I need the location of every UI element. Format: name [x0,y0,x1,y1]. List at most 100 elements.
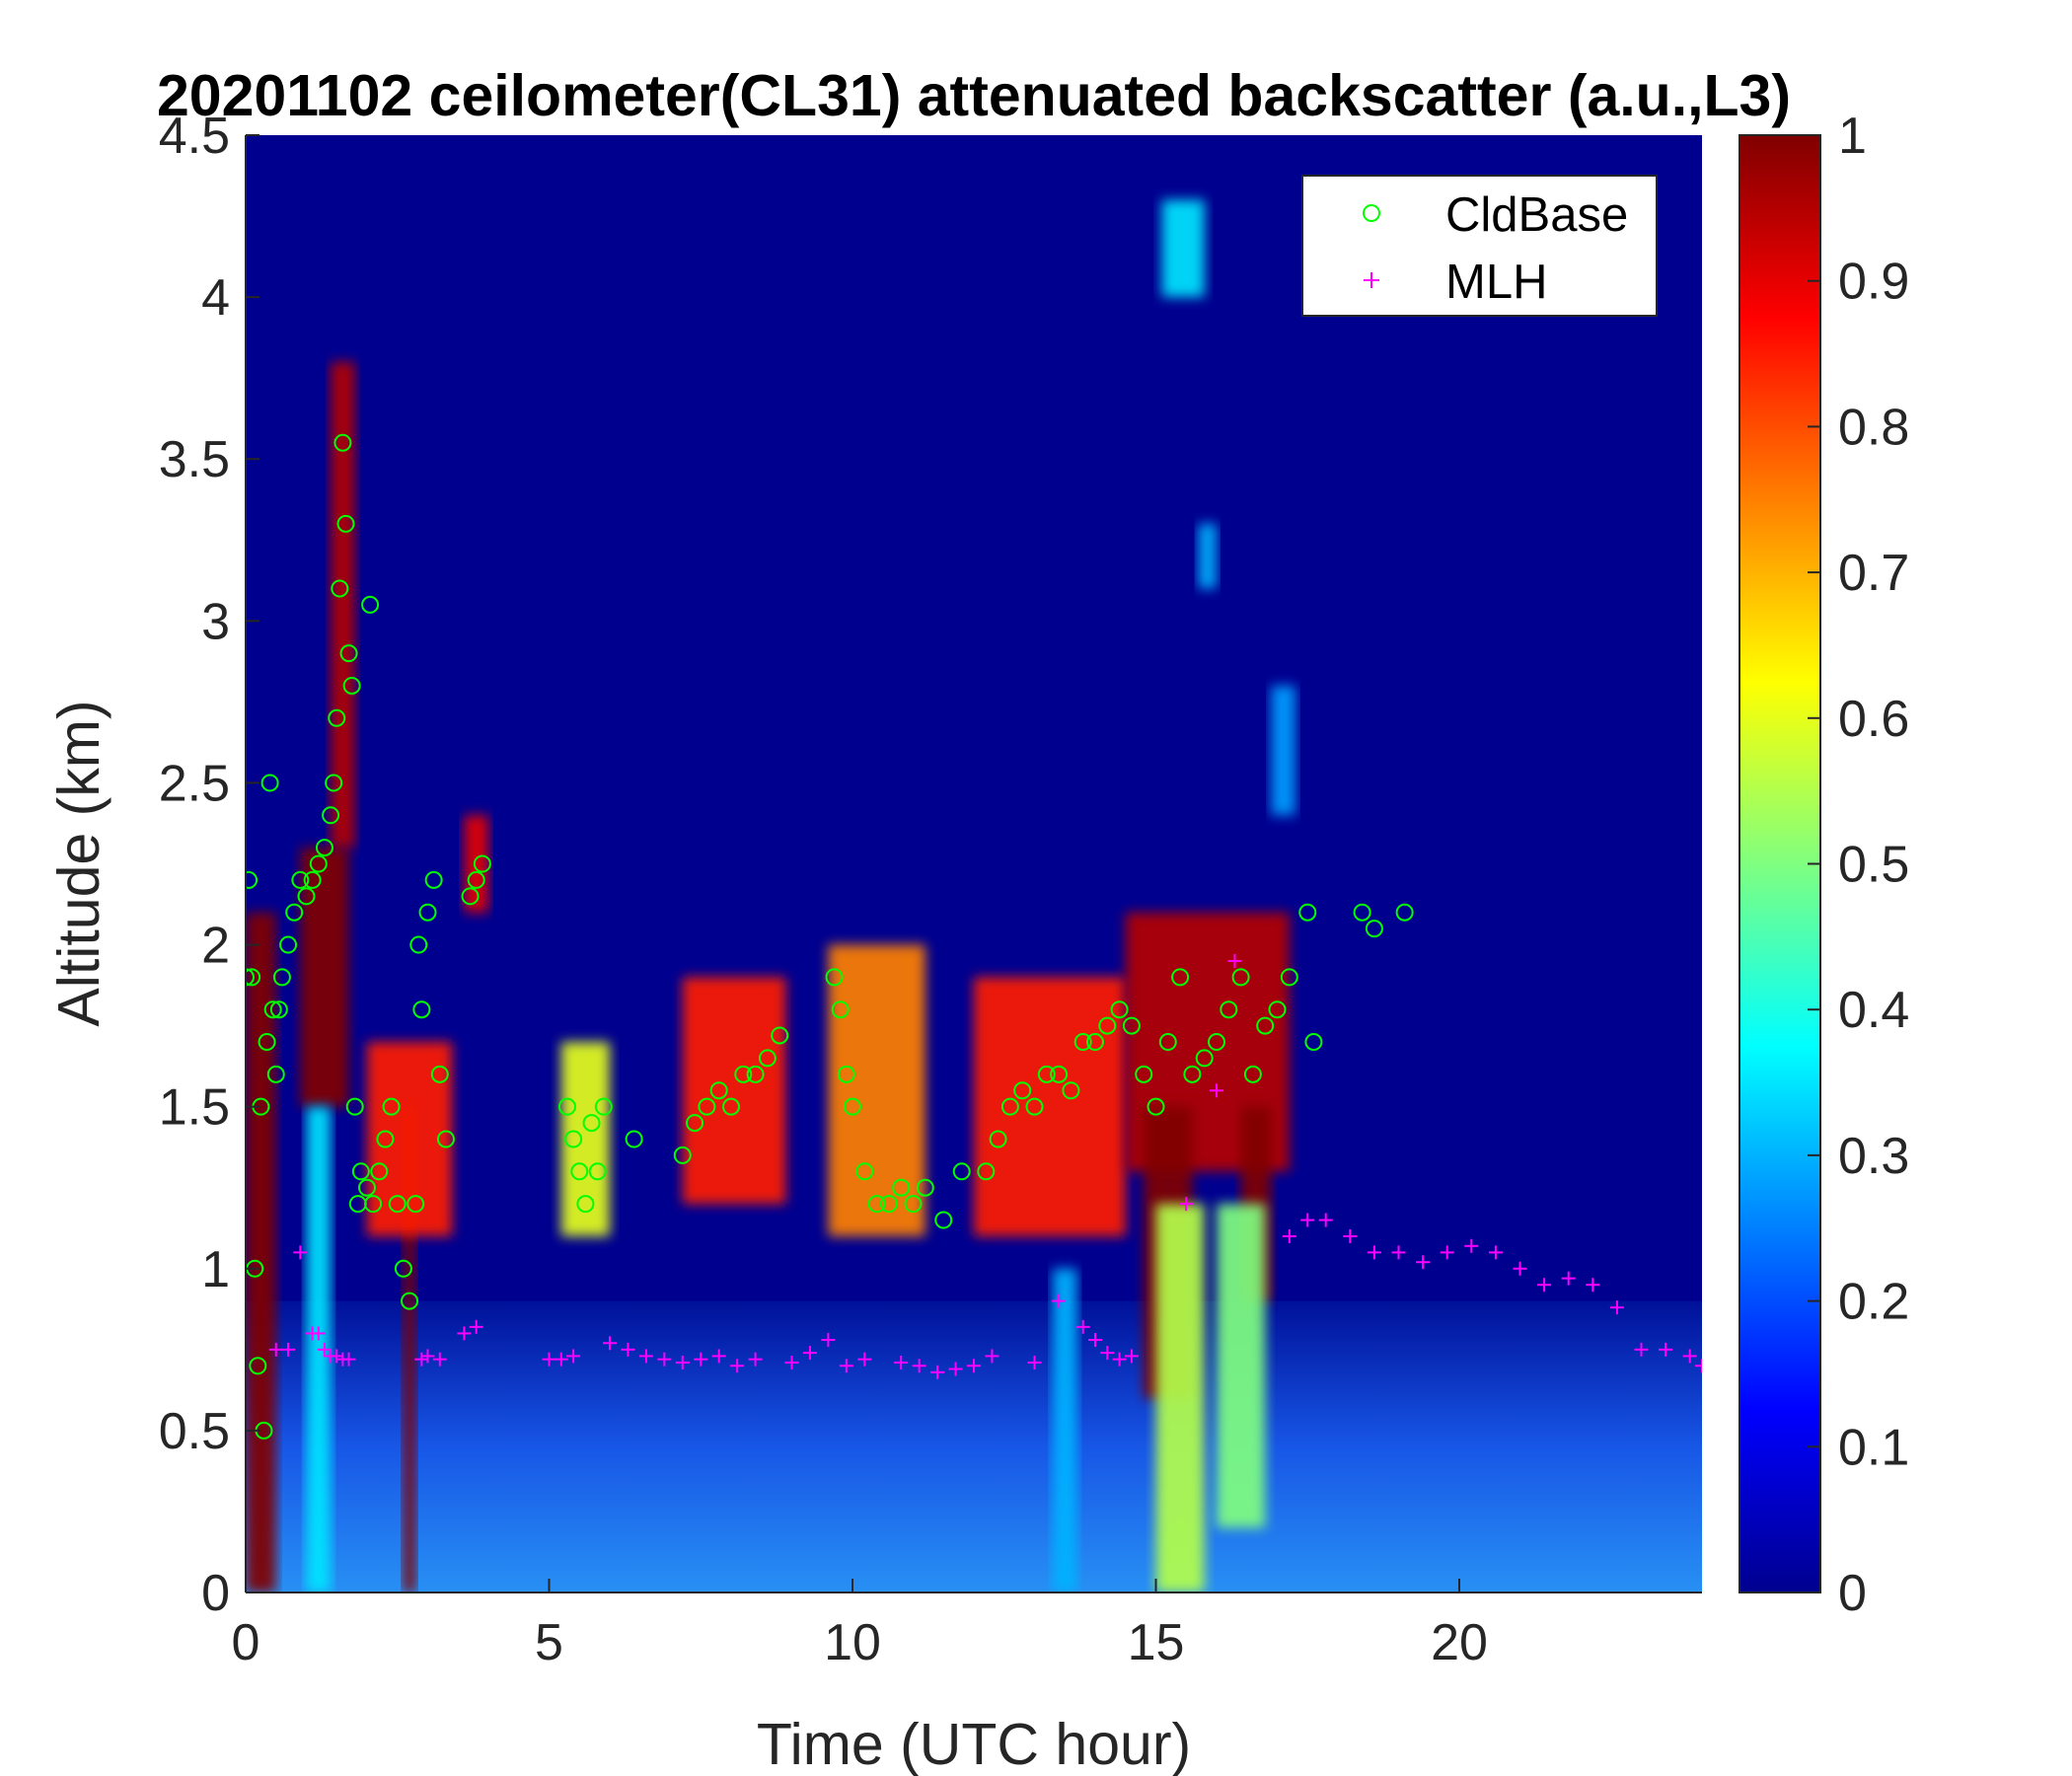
cldbase-point [1122,1016,1141,1035]
cldbase-point [331,579,349,598]
mlh-point [414,1352,429,1367]
cldbase-point [1025,1097,1044,1116]
mlh-point [1609,1300,1624,1315]
cldbase-point [576,1195,595,1214]
heatmap-cell [464,815,488,913]
cldbase-point [309,854,328,873]
heatmap-cell [682,977,786,1205]
mlh-point [317,1342,332,1357]
mlh-point [311,1326,326,1341]
mlh-point [1282,1228,1296,1243]
cldbase-point [1171,968,1190,987]
y-tick-label: 4.5 [159,108,230,165]
cldbase-point [844,1097,861,1116]
cldbase-point [394,1259,412,1278]
y-tick-label: 4 [201,269,230,327]
mlh-point [711,1349,726,1364]
cldbase-point [322,806,340,825]
cldbase-point [249,1357,267,1375]
cldbase-point [336,514,355,533]
heatmap-cell [828,944,925,1236]
cldbase-point [1086,1033,1104,1052]
cldbase-point [825,968,844,987]
heatmap-cell [1271,685,1295,816]
colorbar-tick-label: 0.8 [1838,399,1909,456]
cldbase-point [246,968,261,987]
colorbar-tick-label: 0.6 [1838,691,1909,748]
heatmap-cell [1052,1268,1077,1592]
colorbar-tick-label: 0.2 [1838,1274,1909,1331]
mlh-point [1416,1255,1431,1270]
mlh-point [420,1349,435,1364]
mlh-point [293,1245,308,1260]
cldbase-point [258,1033,276,1052]
colorbar-tick-label: 0.3 [1838,1128,1909,1185]
cldbase-point [557,1097,576,1116]
mlh-point [657,1352,672,1367]
cldbase-point [297,887,316,906]
cldbase-point [855,1162,874,1181]
mlh-point [1318,1213,1333,1227]
cldbase-point [1158,1033,1177,1052]
mlh-point [930,1365,945,1379]
x-axis: 0 5 10 15 20 [232,1579,1702,1671]
y-tick-label: 3 [201,593,230,650]
cldbase-point [1208,1033,1225,1052]
cldbase-point [430,1065,449,1083]
cldbase-point [424,870,443,889]
mlh-point [1088,1332,1102,1347]
cldbase-point [358,1178,376,1197]
colorbar-tick-label: 1 [1838,108,1867,165]
cldbase-point [409,935,428,954]
colorbar-tick-label: 0 [1838,1565,1867,1622]
y-axis: 0 0.5 1 1.5 2 2.5 3 3.5 4 4.5 [159,108,259,1622]
mlh-point [1367,1245,1381,1260]
cldbase-point [1062,1081,1080,1100]
mlh-point [784,1355,799,1369]
cldbase-point [388,1195,407,1214]
heatmap-cell [974,977,1126,1236]
mlh-point [802,1346,817,1361]
cldbase-point [1013,1081,1032,1100]
mlh-point [1634,1342,1649,1357]
cldbase-point [269,1000,288,1019]
x-axis-label: Time (UTC hour) [757,1712,1191,1776]
cldbase-point [952,1162,971,1181]
plot-area [246,135,1702,1592]
cldbase-point [1110,1000,1129,1019]
mlh-point [1682,1349,1697,1364]
cldbase-point [1298,903,1317,922]
cldbase-point [734,1065,753,1083]
cldbase-point [709,1081,728,1100]
y-tick-label: 1.5 [159,1079,230,1137]
heatmap-cell [1161,199,1205,298]
mlh-point [638,1349,653,1364]
cldbase-point [418,903,437,922]
cldbase-point [401,1292,419,1310]
mlh-point [1659,1342,1673,1357]
mlh-point [839,1359,853,1373]
cldbase-point [467,870,485,889]
legend-label-mlh: MLH [1445,256,1547,309]
cldbase-point [315,839,333,857]
mlh-point [1179,1197,1194,1212]
marker-layer [246,433,1702,1440]
cldbase-point [266,1065,285,1083]
mlh-point [1112,1352,1127,1367]
cldbase-point [1050,1065,1069,1083]
cldbase-point [673,1146,692,1164]
cldbase-point [831,1000,850,1019]
cldbase-point [698,1097,716,1116]
legend-box [1301,175,1658,317]
cldbase-point [328,708,346,727]
mlh-point [985,1349,999,1364]
cldbase-point [285,903,304,922]
mlh-point [967,1359,981,1373]
colorbar: 0 0.1 0.2 0.3 0.4 0.5 0.6 0.7 0.8 0.9 1 [1739,108,1909,1622]
chart-title: 20201102 ceilometer(CL31) attenuated bac… [157,63,1791,128]
cldbase-point [370,1162,389,1181]
mlh-point [1124,1349,1139,1364]
mlh-point [894,1355,909,1369]
mlh-point [268,1342,283,1357]
